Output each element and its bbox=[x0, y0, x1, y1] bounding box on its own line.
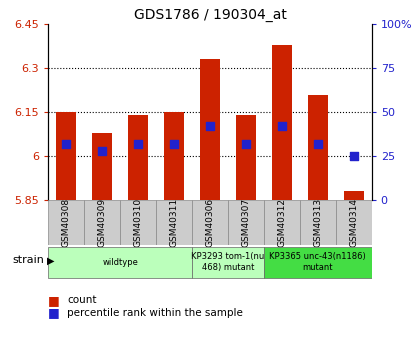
Point bbox=[207, 124, 213, 129]
Text: GSM40314: GSM40314 bbox=[349, 198, 358, 247]
Bar bbox=[264, 247, 372, 278]
Bar bbox=[192, 247, 264, 278]
Text: KP3365 unc-43(n1186)
mutant: KP3365 unc-43(n1186) mutant bbox=[269, 253, 366, 272]
Text: GSM40313: GSM40313 bbox=[313, 198, 322, 247]
Text: wildtype: wildtype bbox=[102, 258, 138, 267]
Text: KP3293 tom-1(nu
468) mutant: KP3293 tom-1(nu 468) mutant bbox=[192, 253, 265, 272]
Text: GSM40308: GSM40308 bbox=[62, 198, 71, 247]
Point bbox=[99, 148, 105, 154]
Text: count: count bbox=[67, 295, 97, 305]
Text: GSM40310: GSM40310 bbox=[134, 198, 143, 247]
Text: GSM40311: GSM40311 bbox=[170, 198, 178, 247]
Bar bbox=[236, 115, 256, 200]
Point bbox=[135, 141, 142, 147]
Bar bbox=[120, 200, 156, 245]
Text: ▶: ▶ bbox=[47, 256, 55, 265]
Bar bbox=[128, 115, 148, 200]
Bar bbox=[192, 200, 228, 245]
Text: ■: ■ bbox=[48, 294, 60, 307]
Bar bbox=[264, 200, 300, 245]
Point bbox=[315, 141, 321, 147]
Bar bbox=[56, 112, 76, 200]
Text: GSM40306: GSM40306 bbox=[205, 198, 215, 247]
Bar bbox=[344, 191, 364, 200]
Bar bbox=[308, 95, 328, 200]
Bar bbox=[48, 200, 84, 245]
Bar bbox=[156, 200, 192, 245]
Point bbox=[278, 124, 285, 129]
Bar bbox=[300, 200, 336, 245]
Bar bbox=[336, 200, 372, 245]
Bar bbox=[92, 132, 112, 200]
Text: GSM40309: GSM40309 bbox=[98, 198, 107, 247]
Title: GDS1786 / 190304_at: GDS1786 / 190304_at bbox=[134, 8, 286, 22]
Point bbox=[350, 153, 357, 159]
Point bbox=[63, 141, 70, 147]
Bar bbox=[200, 59, 220, 200]
Bar bbox=[228, 200, 264, 245]
Text: ■: ■ bbox=[48, 306, 60, 319]
Text: percentile rank within the sample: percentile rank within the sample bbox=[67, 308, 243, 318]
Bar bbox=[272, 45, 292, 200]
Text: GSM40312: GSM40312 bbox=[277, 198, 286, 247]
Point bbox=[171, 141, 177, 147]
Text: GSM40307: GSM40307 bbox=[241, 198, 250, 247]
Point bbox=[243, 141, 249, 147]
Text: strain: strain bbox=[12, 256, 44, 265]
Bar bbox=[164, 112, 184, 200]
Bar bbox=[48, 247, 192, 278]
Bar bbox=[84, 200, 120, 245]
